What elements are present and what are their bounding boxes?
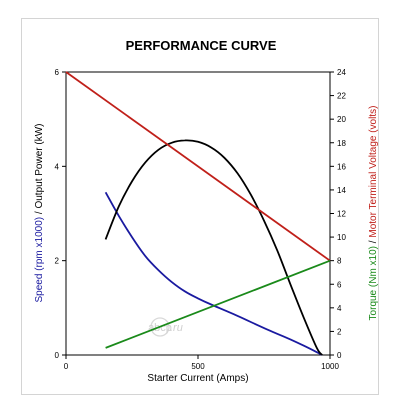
left-tick-label: 2 bbox=[55, 257, 60, 266]
right-tick-label: 16 bbox=[337, 162, 346, 171]
watermark-logo: abcp .ru bbox=[148, 317, 183, 337]
right-tick-label: 6 bbox=[337, 280, 342, 289]
series-line-1 bbox=[104, 139, 323, 356]
right-axis-label: Torque (Nm x10) / Motor Terminal Voltage… bbox=[368, 106, 379, 321]
series-line-0 bbox=[104, 191, 323, 356]
left-axis-label: Speed (rpm x1000) / Output Power (kW) bbox=[34, 124, 45, 303]
series-line-2 bbox=[65, 71, 331, 262]
right-tick-label: 14 bbox=[337, 186, 346, 195]
chart-title: PERFORMANCE CURVE bbox=[126, 38, 277, 53]
chart-frame bbox=[21, 18, 379, 395]
left-tick-label: 0 bbox=[55, 351, 60, 360]
series-line-3 bbox=[105, 259, 331, 349]
right-tick-label: 4 bbox=[337, 304, 342, 313]
x-axis: 0 500 1000 bbox=[64, 355, 339, 371]
right-tick-label: 10 bbox=[337, 233, 346, 242]
right-tick-label: 8 bbox=[337, 257, 342, 266]
x-tick-label: 0 bbox=[64, 362, 69, 371]
series-layer bbox=[65, 71, 331, 356]
right-tick-label: 12 bbox=[337, 210, 346, 219]
watermark-tld: .ru bbox=[170, 322, 183, 334]
right-tick-label: 20 bbox=[337, 115, 346, 124]
x-tick-label: 500 bbox=[191, 362, 205, 371]
x-tick-label: 1000 bbox=[321, 362, 339, 371]
right-tick-label: 0 bbox=[337, 351, 342, 360]
left-tick-label: 4 bbox=[55, 162, 60, 171]
right-tick-label: 22 bbox=[337, 92, 346, 101]
right-tick-label: 18 bbox=[337, 139, 346, 148]
x-axis-label: Starter Current (Amps) bbox=[147, 373, 248, 384]
right-tick-label: 2 bbox=[337, 327, 342, 336]
left-y-axis: 0 2 4 6 bbox=[55, 68, 66, 360]
left-tick-label: 6 bbox=[55, 68, 60, 77]
right-tick-label: 24 bbox=[337, 68, 346, 77]
